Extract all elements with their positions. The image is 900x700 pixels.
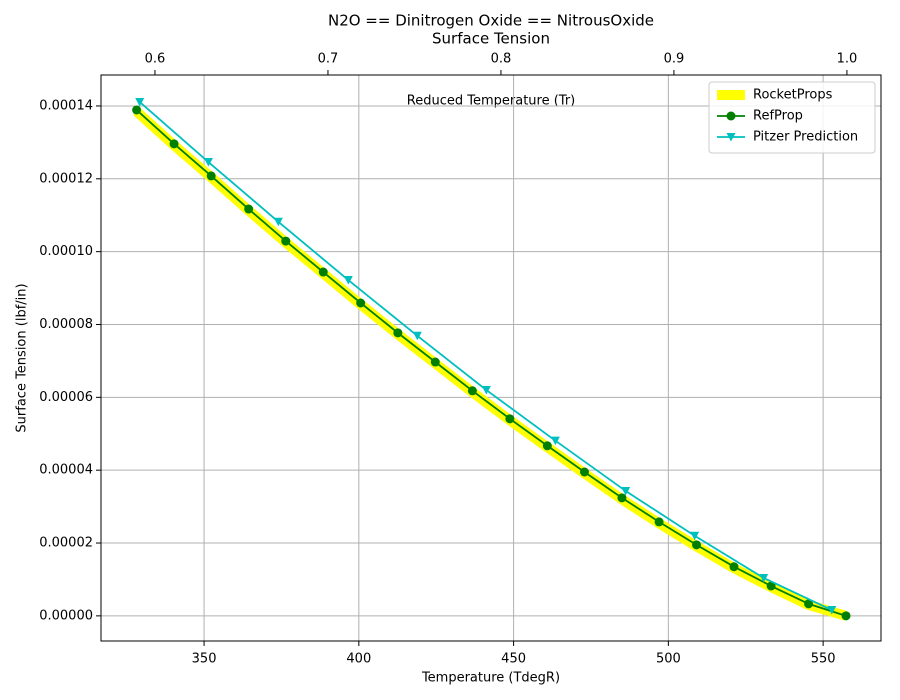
marker — [343, 276, 353, 285]
marker — [393, 328, 403, 338]
marker — [430, 357, 440, 367]
marker — [273, 217, 283, 227]
marker — [550, 436, 560, 446]
x2-tick-label: 1.0 — [837, 52, 858, 67]
legend-label: RefProp — [753, 109, 803, 124]
marker — [827, 606, 837, 615]
marker — [690, 531, 700, 541]
marker — [729, 562, 739, 572]
marker — [206, 171, 216, 181]
y-tick-label: 0.00010 — [39, 244, 93, 259]
marker — [579, 467, 589, 477]
x2-tick-label: 0.7 — [318, 52, 339, 67]
x2-tick-label: 0.6 — [145, 52, 166, 67]
legend-label: RocketProps — [753, 88, 833, 103]
marker — [505, 414, 515, 424]
marker — [766, 581, 776, 591]
marker — [412, 331, 422, 341]
y-tick-label: 0.00002 — [39, 536, 93, 551]
marker — [132, 105, 142, 115]
legend: RocketProps RefProp Pitzer Prediction — [708, 81, 876, 154]
x-axis-label: Temperature (TdegR) — [421, 671, 560, 686]
marker — [281, 236, 291, 246]
x2-axis-label: Reduced Temperature (Tr) — [407, 94, 575, 109]
marker — [135, 97, 145, 107]
series-line — [133, 107, 848, 621]
x-tick-label: 400 — [346, 652, 371, 667]
x-tick-label: 350 — [192, 652, 217, 667]
marker — [692, 540, 702, 550]
chart-subtitle: Surface Tension — [432, 30, 550, 48]
marker — [654, 517, 664, 527]
y-tick-label: 0.00008 — [39, 317, 93, 332]
x-tick-label: 550 — [811, 652, 836, 667]
legend-label: Pitzer Prediction — [753, 130, 858, 145]
marker — [617, 493, 627, 503]
x-tick-label: 500 — [656, 652, 681, 667]
y-axis-label: Surface Tension (lbf/in) — [15, 283, 30, 432]
y-tick-label: 0.00012 — [39, 171, 93, 186]
marker — [481, 386, 491, 395]
marker — [356, 298, 366, 308]
marker — [726, 133, 736, 142]
legend-box — [708, 81, 876, 154]
x2-tick-label: 0.9 — [664, 52, 685, 67]
y-tick-label: 0.00014 — [39, 98, 93, 113]
y-tick-label: 0.00006 — [39, 390, 93, 405]
marker — [726, 111, 736, 121]
marker — [804, 599, 814, 609]
x-tick-label: 450 — [501, 652, 526, 667]
plot — [132, 97, 851, 621]
x2-tick-label: 0.8 — [491, 52, 512, 67]
marker — [169, 139, 179, 149]
marker — [542, 441, 552, 451]
marker — [621, 486, 631, 496]
marker — [759, 573, 769, 583]
marker — [467, 386, 477, 396]
marker — [244, 204, 254, 214]
plot-frame — [100, 74, 882, 642]
marker — [841, 611, 851, 621]
marker — [203, 158, 213, 167]
y-tick-label: 0.00004 — [39, 463, 93, 478]
series-line — [135, 109, 847, 617]
marker — [318, 267, 328, 277]
chart-title: N2O == Dinitrogen Oxide == NitrousOxide — [328, 12, 654, 30]
y-tick-label: 0.00000 — [39, 608, 93, 623]
